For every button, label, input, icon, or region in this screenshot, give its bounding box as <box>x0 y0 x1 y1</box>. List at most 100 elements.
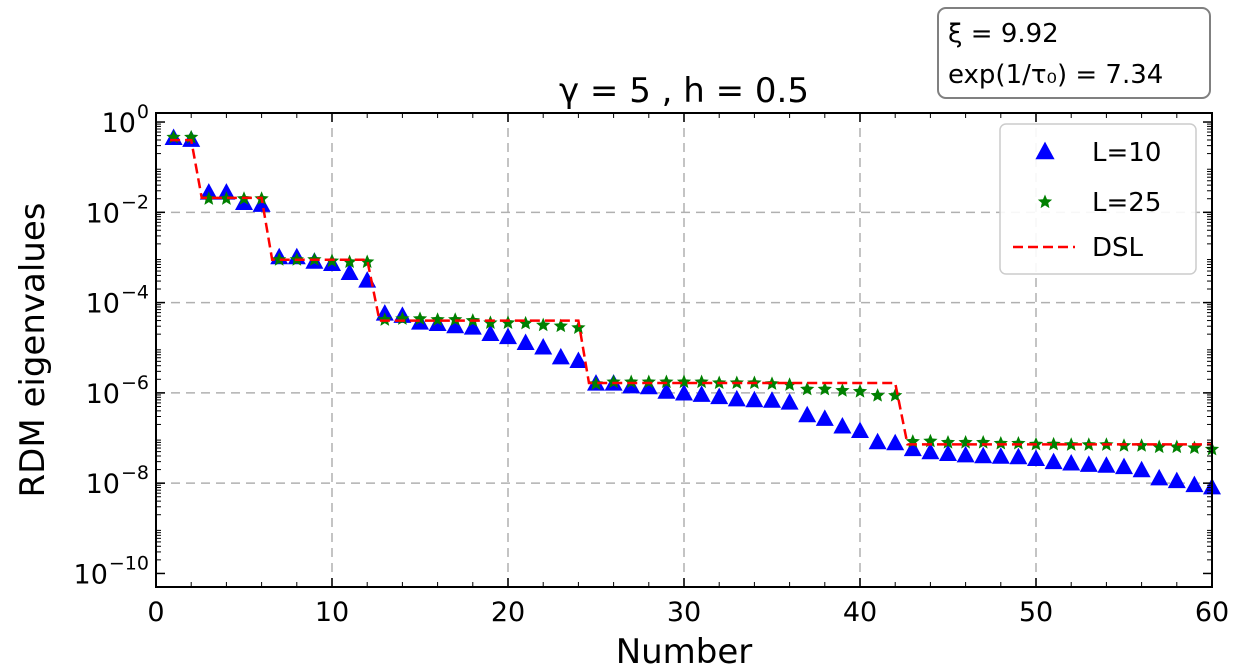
l25-point <box>588 376 604 390</box>
x-tick-label: 40 <box>843 597 877 628</box>
l25-point <box>219 191 234 205</box>
l10-point <box>675 384 693 401</box>
l25-point <box>483 315 498 329</box>
x-tick-label: 50 <box>1019 597 1053 628</box>
y-tick-label: 10 <box>102 108 136 139</box>
l10-point <box>1185 475 1204 493</box>
l25-point <box>272 252 287 266</box>
xi-value: ξ = 9.92 <box>948 19 1059 49</box>
l25-point <box>606 374 621 389</box>
l10-point <box>463 318 482 335</box>
l25-point <box>448 312 463 326</box>
l25-point <box>888 388 903 402</box>
l10-point <box>798 405 817 423</box>
y-tick-exponent: 0 <box>137 101 149 123</box>
l10-point <box>551 347 570 365</box>
y-tick-exponent: −8 <box>121 462 149 484</box>
l10-point <box>727 389 746 407</box>
l10-point <box>1027 449 1045 466</box>
l25-point <box>817 381 832 396</box>
x-tick-label: 10 <box>315 597 349 628</box>
y-axis-title: RDM eigenvalues <box>13 203 53 498</box>
l25-point <box>782 377 797 391</box>
l25-point <box>800 381 815 396</box>
l25-point <box>870 388 885 402</box>
l25-point <box>377 312 392 326</box>
l10-point <box>1044 452 1063 470</box>
legend: L=10 L=25 DSL <box>999 123 1197 275</box>
legend-l10-marker <box>1035 141 1055 160</box>
l25-point <box>201 191 216 205</box>
l25-point <box>676 374 692 389</box>
l10-point <box>956 445 975 463</box>
l10-point <box>851 421 869 439</box>
l10-point <box>868 432 887 450</box>
x-tick-label: 60 <box>1195 597 1229 628</box>
y-tick-exponent: −10 <box>109 552 149 574</box>
l10-point <box>252 195 271 212</box>
l10-point <box>763 391 781 408</box>
l10-point <box>340 263 359 281</box>
l25-point <box>659 374 674 389</box>
l25-point <box>694 374 709 389</box>
y-tick-label: 10 <box>86 469 120 500</box>
legend-label: L=25 <box>1092 188 1161 218</box>
l10-point <box>516 333 535 350</box>
l25-point <box>360 254 375 269</box>
l25-point <box>1064 437 1079 451</box>
l10-point <box>1062 454 1081 471</box>
l10-point <box>1097 456 1116 473</box>
y-tick-exponent: −2 <box>121 191 149 213</box>
l10-point <box>745 390 764 408</box>
l25-point <box>430 312 445 326</box>
l10-point <box>1167 471 1186 489</box>
l10-point <box>1079 455 1098 472</box>
y-tick-exponent: −4 <box>121 282 149 304</box>
l25-point <box>553 318 568 333</box>
legend-frame <box>999 123 1197 275</box>
l25-point <box>518 315 533 330</box>
y-tick-label: 10 <box>74 559 108 590</box>
l10-point <box>499 327 517 345</box>
l10-point <box>939 444 957 462</box>
parameter-box-frame <box>937 7 1211 99</box>
l25-point <box>342 254 357 269</box>
legend-label: L=10 <box>1092 138 1161 168</box>
l25-point <box>1046 436 1061 451</box>
l25-point <box>641 374 656 389</box>
l25-point <box>852 384 868 398</box>
l25-point <box>1187 440 1202 455</box>
l25-point <box>1152 439 1167 454</box>
x-tick-label: 30 <box>667 597 701 628</box>
l10-point <box>921 442 940 460</box>
l25-point <box>993 435 1008 450</box>
l10-point <box>446 316 465 334</box>
l10-point <box>780 393 799 410</box>
l10-point <box>886 433 905 451</box>
l10-point <box>1150 468 1169 486</box>
l10-point <box>569 351 588 369</box>
l10-point <box>991 447 1010 464</box>
axis-ticks <box>155 113 1213 587</box>
l10-point <box>815 409 834 426</box>
tau-value: exp(1/τ₀) = 7.34 <box>948 60 1163 90</box>
legend-label: DSL <box>1092 233 1144 263</box>
dsl-line <box>170 138 1212 446</box>
y-tick-label: 10 <box>86 198 120 229</box>
legend-l25-marker <box>1037 194 1053 209</box>
l10-point <box>1009 447 1028 465</box>
l10-point <box>974 446 993 464</box>
l10-point <box>710 387 729 405</box>
chart-title: γ = 5 , h = 0.5 <box>559 71 809 111</box>
l25-point <box>500 315 516 329</box>
l10-point <box>1132 460 1151 478</box>
l25-point <box>536 317 551 332</box>
l10-point <box>481 324 500 341</box>
parameter-box: ξ = 9.92 exp(1/τ₀) = 7.34 <box>937 7 1211 99</box>
l10-point <box>1115 457 1133 475</box>
x-tick-label: 20 <box>491 597 525 628</box>
y-tick-exponent: −6 <box>121 372 149 394</box>
x-axis-title: Number <box>616 632 753 670</box>
